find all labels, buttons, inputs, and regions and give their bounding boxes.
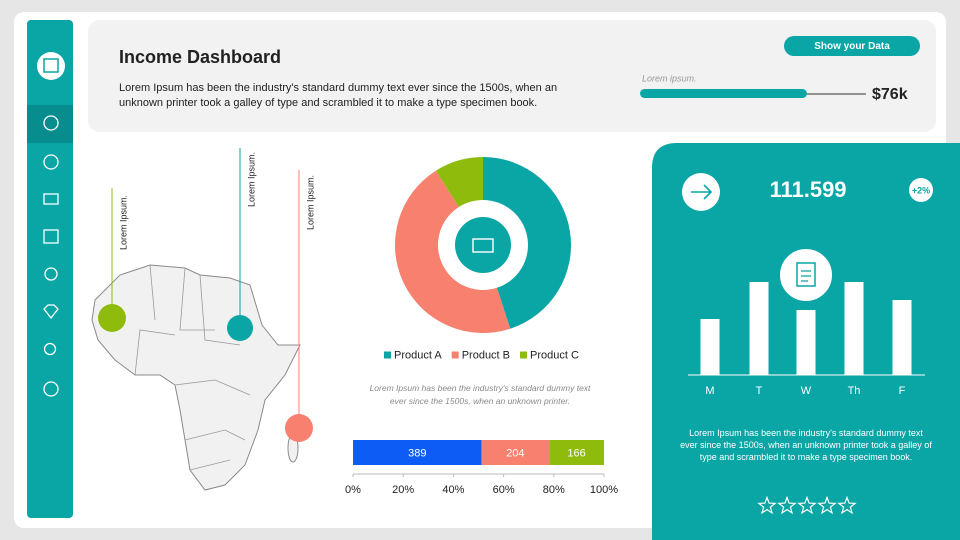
show-data-button[interactable]: [784, 36, 920, 56]
center-icon: [472, 238, 494, 253]
progress-value: $76k: [872, 86, 908, 103]
rating[interactable]: [757, 495, 857, 515]
donut-caption: Lorem Ipsum has been the industry's stan…: [369, 383, 591, 406]
x-tick-label: F: [899, 385, 906, 397]
x-tick-label: 40%: [442, 484, 464, 496]
bar: [892, 300, 912, 375]
donut-slice: [483, 157, 571, 329]
arrow-icon: [691, 184, 713, 200]
x-tick-label: M: [705, 385, 714, 397]
x-tick-label: Th: [848, 385, 861, 397]
marker-label: Lorem Ipsum.: [305, 175, 315, 230]
legend-swatch: [384, 351, 391, 359]
star: [777, 495, 797, 515]
x-tick-label: 80%: [543, 484, 565, 496]
bar: [844, 282, 864, 375]
icon-users[interactable]: [44, 267, 58, 281]
map-marker: [227, 315, 253, 341]
legend-label: Product B: [462, 349, 510, 361]
logo-icon: [43, 58, 59, 73]
sidebar-active: [27, 105, 73, 143]
badge: [909, 178, 933, 202]
x-tick-label: T: [756, 385, 763, 397]
legend-swatch: [451, 351, 459, 359]
donut-slice: [395, 170, 511, 333]
star: [817, 495, 837, 515]
header-text: Lorem Ipsum has been the industry's stan…: [119, 82, 558, 109]
sidebar: [27, 20, 73, 518]
bar: [700, 319, 720, 375]
panel-text: Lorem Ipsum has been the industry's stan…: [680, 428, 932, 462]
button-label[interactable]: Show your Data: [814, 41, 890, 52]
x-tick-label: 0%: [345, 484, 361, 496]
legend-swatch: [520, 351, 528, 359]
star: [797, 495, 817, 515]
marker-label: Lorem Ipsum.: [118, 195, 128, 250]
note-icon: [796, 262, 816, 287]
x-tick-label: 100%: [590, 484, 618, 496]
icon-case[interactable]: [43, 193, 59, 205]
x-tick-label: W: [801, 385, 812, 397]
bar-value-label: 166: [567, 447, 585, 459]
legend-label: Product C: [530, 349, 579, 361]
icon-calendar[interactable]: [43, 229, 59, 244]
donut-center: [455, 217, 511, 273]
x-tick-label: 60%: [493, 484, 515, 496]
progress-bar: [640, 89, 807, 98]
bar-value-label: 389: [408, 447, 426, 459]
note-lines: [801, 270, 811, 282]
header-title: Income Dashboard: [119, 47, 281, 67]
marker-label: Lorem Ipsum.: [246, 152, 256, 207]
map-marker: [98, 304, 126, 332]
bar-segment: [549, 440, 604, 465]
progress-label: Lorem ipsum.: [642, 73, 697, 83]
icon-diamond[interactable]: [43, 304, 59, 320]
bar-segment: [353, 440, 482, 465]
x-tick-label: 20%: [392, 484, 414, 496]
icon-settings[interactable]: [43, 115, 59, 131]
legend-label: Product A: [394, 349, 442, 361]
bar: [749, 282, 769, 375]
charts: Product A Product B Product C 389 204 166 0% 20…: [345, 157, 925, 496]
bar: [796, 310, 816, 375]
bar-segment: [481, 440, 550, 465]
map-marker: [285, 414, 313, 442]
sidebar-logo[interactable]: [37, 52, 65, 80]
icon-clock[interactable]: [43, 154, 59, 170]
star: [837, 495, 857, 515]
star: [757, 495, 777, 515]
map-borders: [134, 264, 251, 471]
stats-value: 111.599: [769, 177, 846, 202]
donut-slice: [435, 157, 483, 208]
bar-value-label: 204: [506, 447, 524, 459]
header-panel: [88, 20, 936, 132]
icon-star[interactable]: [43, 381, 59, 397]
icon-search[interactable]: [43, 342, 57, 356]
badge-label: +2%: [912, 185, 930, 195]
note-icon-circle: [778, 247, 834, 303]
